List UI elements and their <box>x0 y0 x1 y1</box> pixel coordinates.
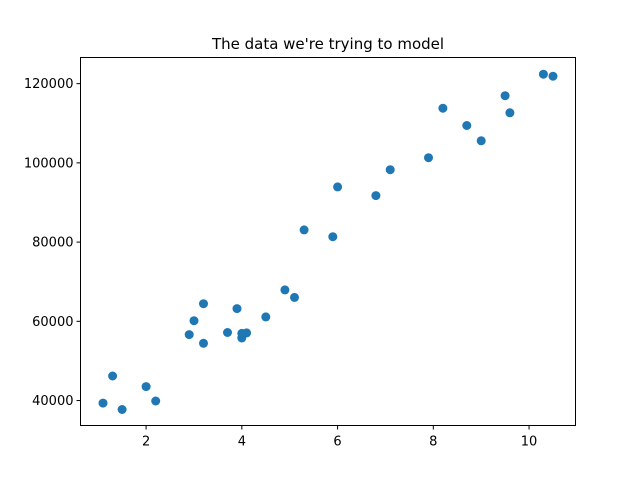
data-point <box>141 382 151 392</box>
data-point <box>199 299 208 309</box>
data-point <box>280 285 290 295</box>
plot-area-frame <box>80 57 576 426</box>
data-point <box>98 398 108 408</box>
y-tick-label: 100000 <box>24 156 74 171</box>
x-tick-label: 2 <box>142 435 150 450</box>
ticks-layer: 2 4 6 8 10 40000 60000 80000 100000 120000 <box>24 77 537 449</box>
x-tick-label: 4 <box>238 435 246 450</box>
data-point <box>438 103 448 113</box>
data-point <box>328 232 338 242</box>
data-point <box>242 328 252 338</box>
data-point <box>261 312 271 322</box>
points-layer <box>98 69 558 414</box>
data-point <box>505 108 515 118</box>
x-tick-label: 6 <box>333 435 341 450</box>
data-point <box>290 292 299 302</box>
y-tick-label: 80000 <box>32 236 73 251</box>
data-point <box>385 165 395 175</box>
x-tick-label: 10 <box>521 435 538 450</box>
data-point <box>189 316 199 326</box>
x-tick-label: 8 <box>429 435 437 450</box>
data-point <box>476 136 486 146</box>
data-point <box>232 304 242 314</box>
data-point <box>371 191 381 201</box>
data-point <box>333 182 343 192</box>
data-point <box>151 396 161 406</box>
y-tick-label: 40000 <box>32 394 73 409</box>
data-point <box>184 330 194 340</box>
data-point <box>538 69 548 79</box>
data-point <box>500 91 510 101</box>
data-point <box>199 338 208 348</box>
data-point <box>462 121 472 130</box>
data-point <box>299 225 309 235</box>
chart-title: The data we're trying to model <box>211 35 444 53</box>
y-tick-label: 120000 <box>24 77 74 92</box>
data-point <box>548 71 558 81</box>
data-point <box>424 153 433 163</box>
data-point <box>223 328 232 337</box>
data-point <box>117 405 127 414</box>
data-point <box>108 371 118 381</box>
y-tick-label: 60000 <box>32 315 73 330</box>
